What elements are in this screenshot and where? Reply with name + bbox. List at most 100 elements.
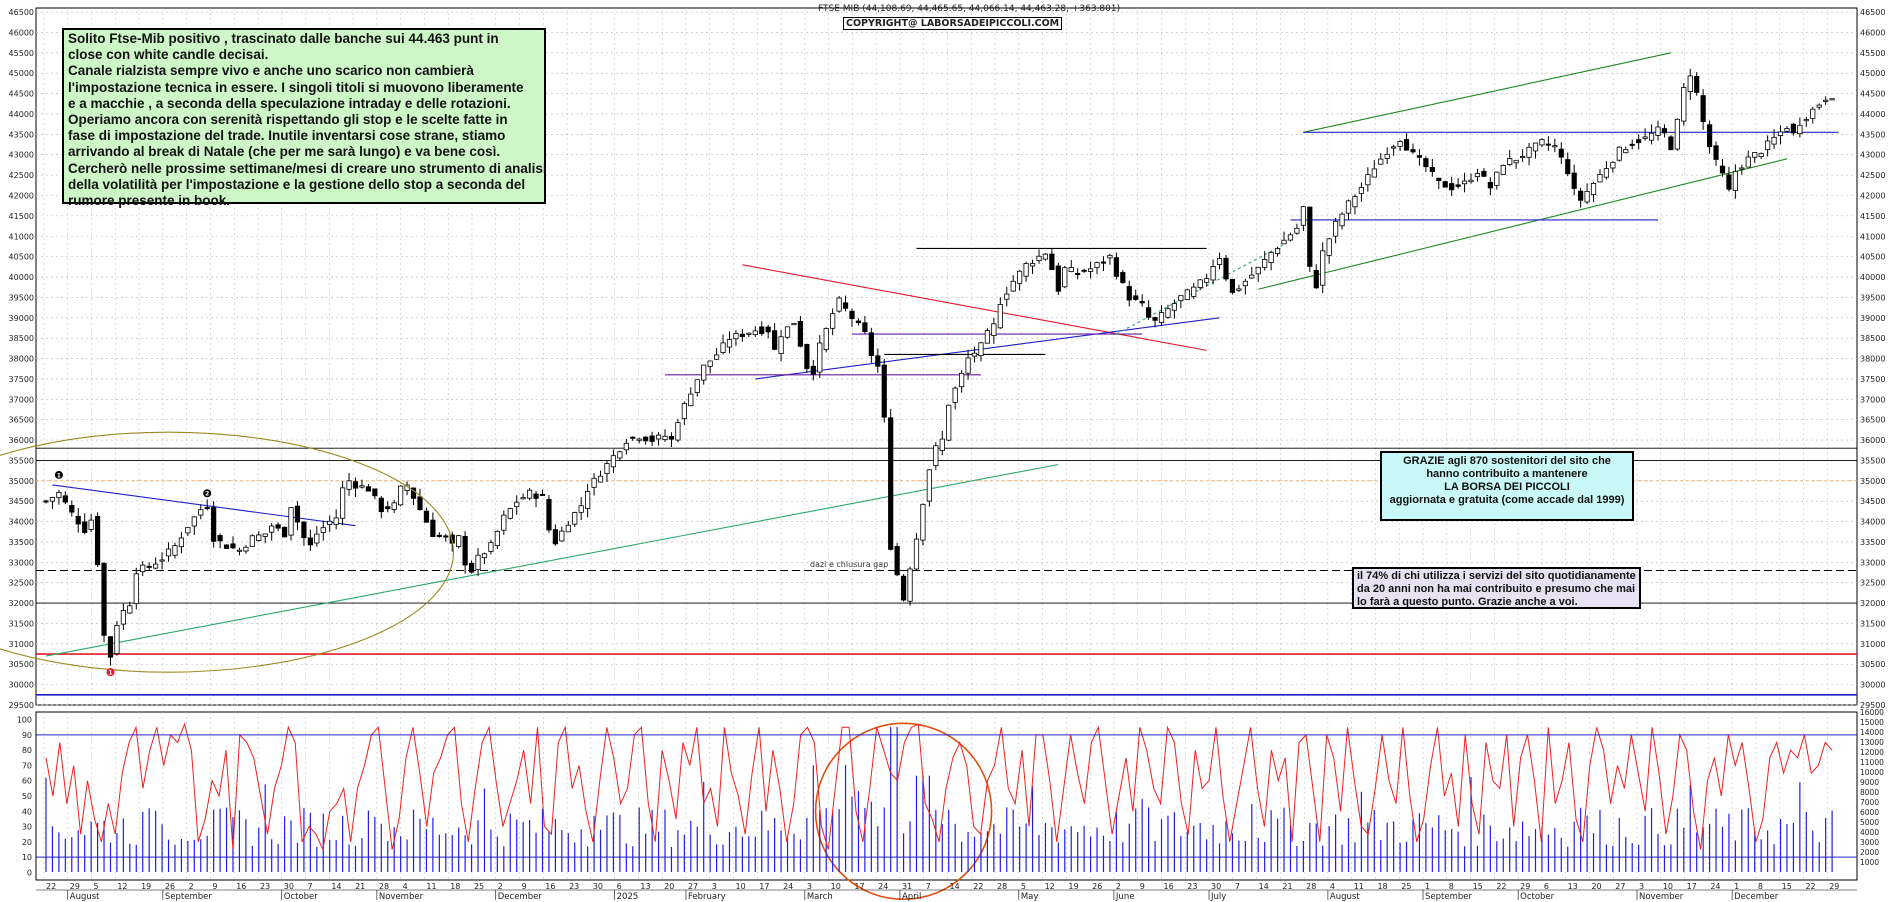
candle-body-up <box>707 360 713 367</box>
candle-body-down <box>107 636 114 658</box>
candle-body-up <box>1294 227 1300 234</box>
candle-body-up <box>1771 136 1777 145</box>
candle-body-up <box>56 491 62 499</box>
candle-body-down <box>1436 177 1442 182</box>
oscillator-tick-label: 30 <box>22 823 32 832</box>
day-tick-label: 6 <box>617 882 622 891</box>
candle-body-up <box>1397 141 1403 147</box>
candle-body-down <box>1790 123 1797 134</box>
candle-body-down <box>223 544 230 549</box>
candle-body-up <box>694 379 700 393</box>
candle-body-up <box>153 563 159 569</box>
candle-body-up <box>1552 145 1558 148</box>
day-tick-label: 11 <box>426 882 436 891</box>
price-tick-label: 29500 <box>1860 701 1885 710</box>
candle-body-up <box>1539 139 1545 146</box>
candle-body-down <box>372 488 378 497</box>
volume-tick-label: 6000 <box>1860 808 1879 817</box>
candle-body-down <box>797 321 804 347</box>
candle-body-down <box>94 515 101 566</box>
candle-body-up <box>501 514 507 531</box>
day-tick-label: 27 <box>1615 882 1625 891</box>
candle-body-down <box>275 524 281 529</box>
oscillator-line <box>45 722 1833 852</box>
point-marker-label: 2 <box>205 491 209 498</box>
price-tick-label: 36500 <box>1860 416 1885 425</box>
month-label: November <box>1639 892 1684 902</box>
candle-body-up <box>249 535 255 547</box>
candle-body-up <box>1042 253 1049 260</box>
day-tick-label: 22 <box>973 882 983 891</box>
candle-body-up <box>1023 263 1029 277</box>
price-tick-label: 45500 <box>9 49 34 58</box>
day-tick-label: 31 <box>902 882 912 891</box>
price-tick-label: 41500 <box>9 212 34 221</box>
oscillator-tick-label: 0 <box>27 868 32 877</box>
day-tick-label: 28 <box>379 882 389 891</box>
candle-body-up <box>1810 108 1816 119</box>
volume-tick-label: 12000 <box>1860 748 1884 757</box>
note-line: lo farà a questo punto. Grazie anche a v… <box>1357 596 1578 608</box>
candle-body-up <box>1803 119 1809 122</box>
candle-body-up <box>346 480 352 490</box>
candle-body-down <box>810 365 816 375</box>
candle-body-up <box>610 455 617 468</box>
day-tick-label: 14 <box>950 882 960 891</box>
candle-body-up <box>1507 158 1513 165</box>
candle-body-down <box>204 507 210 510</box>
candle-body-up <box>1513 159 1519 164</box>
volume-tick-label: 13000 <box>1860 738 1884 747</box>
price-tick-label: 30000 <box>1860 681 1885 690</box>
day-tick-label: 9 <box>1140 882 1145 891</box>
price-tick-label: 31000 <box>1860 640 1885 649</box>
candle-body-up <box>288 507 294 536</box>
price-tick-label: 39500 <box>9 293 34 302</box>
candle-body-up <box>675 422 681 441</box>
volume-tick-label: 5000 <box>1860 818 1879 827</box>
candle-body-up <box>1197 279 1203 288</box>
price-tick-label: 39000 <box>9 314 34 323</box>
commentary-line: rumore presente in book. <box>68 193 231 209</box>
oscillator-tick-label: 80 <box>22 746 32 755</box>
candle-body-up <box>1829 98 1835 101</box>
price-tick-label: 41000 <box>1860 232 1885 241</box>
month-label: November <box>379 892 424 902</box>
price-tick-label: 44000 <box>9 110 34 119</box>
candle-body-down <box>1565 159 1571 175</box>
indicator-axes: 0 10 20 30 40 50 60 70 80 90 100 100020003000400050… <box>17 708 1884 877</box>
candle-body-up <box>127 605 133 614</box>
price-tick-label: 43000 <box>9 151 34 160</box>
candle-body-up <box>1352 196 1358 208</box>
candle-body-down <box>1700 95 1706 122</box>
candle-body-up <box>1004 293 1010 300</box>
day-tick-label: 3 <box>807 882 812 891</box>
candle-body-up <box>1171 303 1178 311</box>
candle-body-up <box>1532 142 1539 152</box>
candle-body-up <box>1320 250 1326 286</box>
trendline <box>1303 52 1672 133</box>
volume-tick-label: 8000 <box>1860 788 1879 797</box>
month-label: September <box>165 892 212 902</box>
price-tick-label: 44500 <box>9 90 34 99</box>
candle-body-down <box>217 535 223 542</box>
commentary-line: Cercherò nelle prossime settimane/mesi d… <box>68 160 547 176</box>
supporters-line: aggiornata e gratuita (come accade dal 1… <box>1389 494 1625 506</box>
candle-body-up <box>959 372 965 388</box>
candle-body-down <box>301 521 307 539</box>
point-marker-label: 1 <box>57 472 61 479</box>
candle-body-up <box>1752 152 1758 158</box>
supporters-line: GRAZIE agli 870 sostenitori del sito che <box>1403 455 1611 467</box>
candle-body-down <box>294 505 301 523</box>
candle-body-down <box>1481 170 1487 177</box>
day-tick-label: 13 <box>1568 882 1578 891</box>
month-label: October <box>284 892 319 902</box>
grid <box>35 7 1858 881</box>
price-tick-label: 32500 <box>1860 579 1885 588</box>
commentary-line: arrivando al break di Natale (che per me… <box>68 144 501 160</box>
candle-body-down <box>1429 167 1435 172</box>
candle-body-up <box>1242 280 1248 287</box>
price-tick-label: 31500 <box>1860 619 1885 628</box>
candle-body-up <box>662 435 668 441</box>
candle-body-down <box>1133 295 1139 300</box>
candle-body-up <box>1300 206 1306 226</box>
